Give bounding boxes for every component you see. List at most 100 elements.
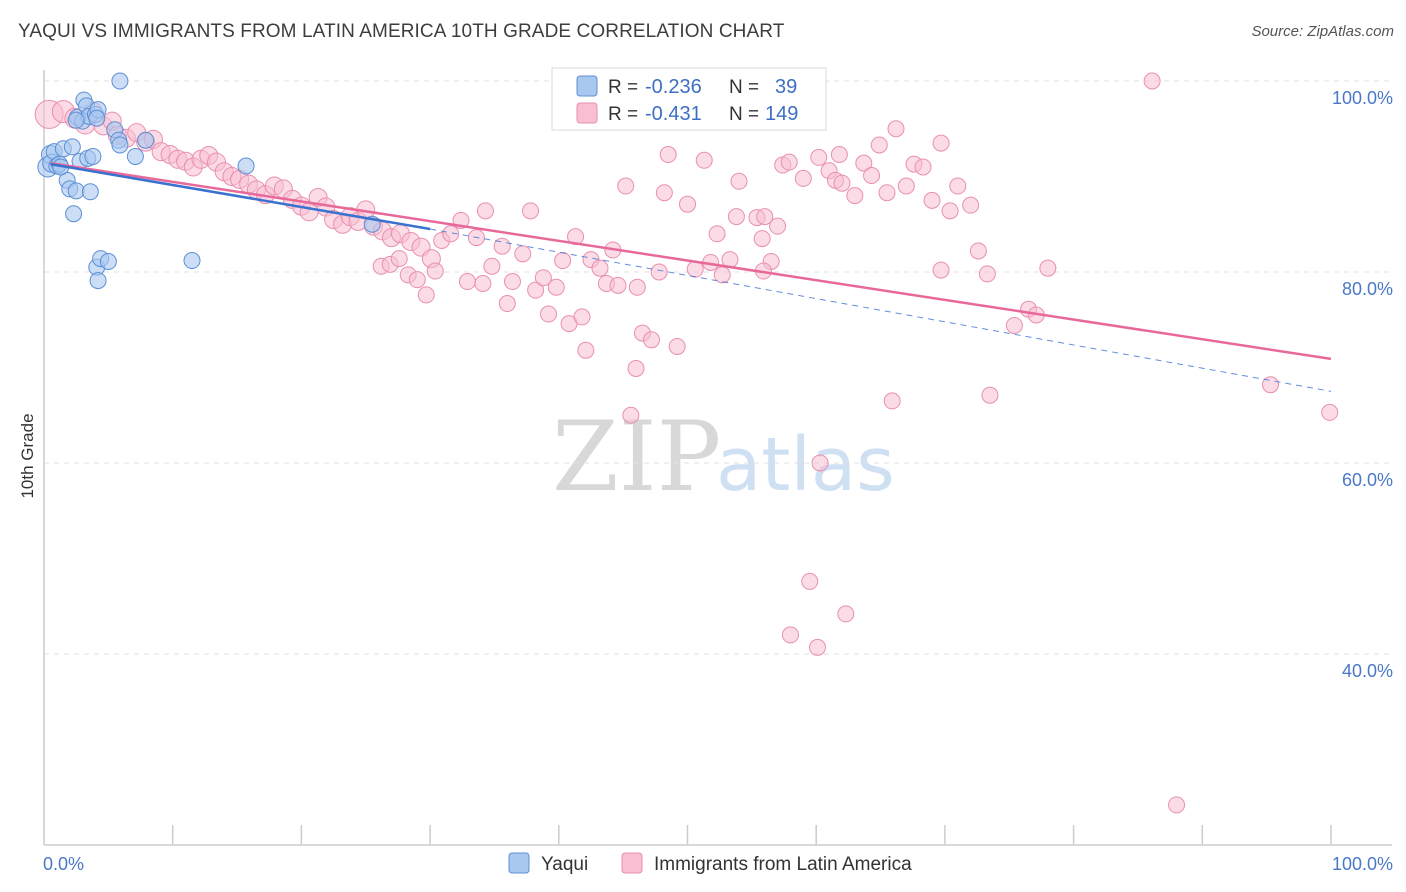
data-point-immigrants <box>527 281 545 299</box>
series-yaqui-points <box>37 72 381 290</box>
x-tick-label: 100.0% <box>1332 854 1393 874</box>
bottom-legend-label-yaqui: Yaqui <box>541 854 588 875</box>
watermark: ZIP atlas <box>552 401 895 513</box>
trend-lines <box>50 161 1332 392</box>
data-point-immigrants <box>498 295 516 313</box>
data-point-yaqui <box>88 109 106 127</box>
data-point-immigrants <box>540 305 558 323</box>
legend-n-value-yaqui: 39 <box>775 76 797 98</box>
data-point-immigrants <box>810 148 828 166</box>
bottom-legend-label-immigrants: Immigrants from Latin America <box>654 854 912 875</box>
data-point-immigrants <box>830 146 848 164</box>
y-tick-label: 80.0% <box>1342 279 1393 299</box>
data-point-immigrants <box>808 638 826 656</box>
data-point-immigrants <box>801 572 819 590</box>
data-point-immigrants <box>628 278 646 296</box>
data-point-immigrants <box>483 257 501 275</box>
data-point-immigrants <box>655 184 673 202</box>
data-point-immigrants <box>981 386 999 404</box>
data-point-immigrants <box>855 154 873 172</box>
legend-n-value-immigrants: 149 <box>765 103 798 125</box>
data-point-immigrants <box>780 153 798 171</box>
legend-r-value-yaqui: -0.236 <box>645 76 702 98</box>
data-point-yaqui <box>67 182 85 200</box>
y-axis-label: 10th Grade <box>18 413 37 498</box>
data-point-yaqui <box>137 131 155 149</box>
data-point-immigrants <box>878 184 896 202</box>
y-axis-tick-labels: 100.0% 80.0% 60.0% 40.0% <box>1332 88 1393 681</box>
data-point-immigrants <box>730 172 748 190</box>
data-point-immigrants <box>642 331 660 349</box>
data-point-immigrants <box>978 265 996 283</box>
data-point-yaqui <box>67 111 85 129</box>
data-point-immigrants <box>883 392 901 410</box>
data-point-immigrants <box>1039 259 1057 277</box>
data-point-immigrants <box>442 225 460 243</box>
watermark-atlas: atlas <box>716 422 895 508</box>
data-point-immigrants <box>408 271 426 289</box>
data-point-immigrants <box>863 167 881 185</box>
data-point-immigrants <box>659 146 677 164</box>
y-tick-label: 100.0% <box>1332 88 1393 108</box>
data-point-immigrants <box>474 274 492 292</box>
data-point-immigrants <box>769 217 787 235</box>
y-tick-label: 40.0% <box>1342 661 1393 681</box>
bottom-legend-swatch-yaqui <box>508 852 530 874</box>
data-point-immigrants <box>591 259 609 277</box>
data-point-immigrants <box>554 252 572 270</box>
legend-r-label-yaqui: R = <box>608 77 638 98</box>
data-point-yaqui <box>81 183 99 201</box>
data-point-yaqui <box>111 136 129 154</box>
data-point-immigrants <box>923 191 941 209</box>
data-point-immigrants <box>781 626 799 644</box>
x-axis-tick-labels: 0.0% 100.0% <box>43 854 1393 874</box>
series-legend: Yaqui Immigrants from Latin America <box>508 852 912 875</box>
data-point-immigrants <box>897 177 915 195</box>
data-point-immigrants <box>1262 376 1280 394</box>
data-point-immigrants <box>493 237 511 255</box>
data-point-immigrants <box>577 341 595 359</box>
trend-line-immigrants <box>50 161 1332 361</box>
data-point-immigrants <box>887 120 905 138</box>
chart-source: Source: ZipAtlas.com <box>1251 23 1394 40</box>
data-point-immigrants <box>1321 403 1339 421</box>
chart-title: YAQUI VS IMMIGRANTS FROM LATIN AMERICA 1… <box>18 21 785 42</box>
data-point-yaqui <box>63 138 81 156</box>
data-point-immigrants <box>617 177 635 195</box>
data-point-immigrants <box>1005 316 1023 334</box>
data-point-immigrants <box>458 273 476 291</box>
data-point-immigrants <box>914 158 932 176</box>
data-point-immigrants <box>833 174 851 192</box>
data-point-yaqui <box>183 252 201 270</box>
data-point-immigrants <box>794 169 812 187</box>
legend-swatch-immigrants <box>576 102 598 124</box>
data-point-immigrants <box>753 230 771 248</box>
data-point-immigrants <box>962 196 980 214</box>
trend-line-yaqui <box>50 162 431 231</box>
bottom-legend-swatch-immigrants <box>621 852 643 874</box>
x-axis-ticks <box>171 825 1332 845</box>
data-point-immigrants <box>547 278 565 296</box>
data-point-immigrants <box>695 151 713 169</box>
data-point-immigrants <box>708 225 726 243</box>
data-point-immigrants <box>811 454 829 472</box>
data-point-yaqui <box>84 147 102 165</box>
data-point-immigrants <box>941 202 959 220</box>
trend-line-yaqui-extrapolated <box>430 228 1332 392</box>
data-point-immigrants <box>932 134 950 152</box>
x-tick-label: 0.0% <box>43 854 84 874</box>
data-point-yaqui <box>126 147 144 165</box>
data-point-immigrants <box>534 269 552 287</box>
data-point-immigrants <box>846 187 864 205</box>
data-point-immigrants <box>837 605 855 623</box>
data-point-immigrants <box>521 202 539 220</box>
data-point-immigrants <box>417 286 435 304</box>
legend-r-value-immigrants: -0.431 <box>645 103 702 125</box>
data-point-immigrants <box>949 177 967 195</box>
data-point-immigrants <box>622 406 640 424</box>
legend-swatch-yaqui <box>576 75 598 97</box>
data-point-yaqui <box>111 72 129 90</box>
legend-r-label-immigrants: R = <box>608 104 638 125</box>
data-point-immigrants <box>426 262 444 280</box>
